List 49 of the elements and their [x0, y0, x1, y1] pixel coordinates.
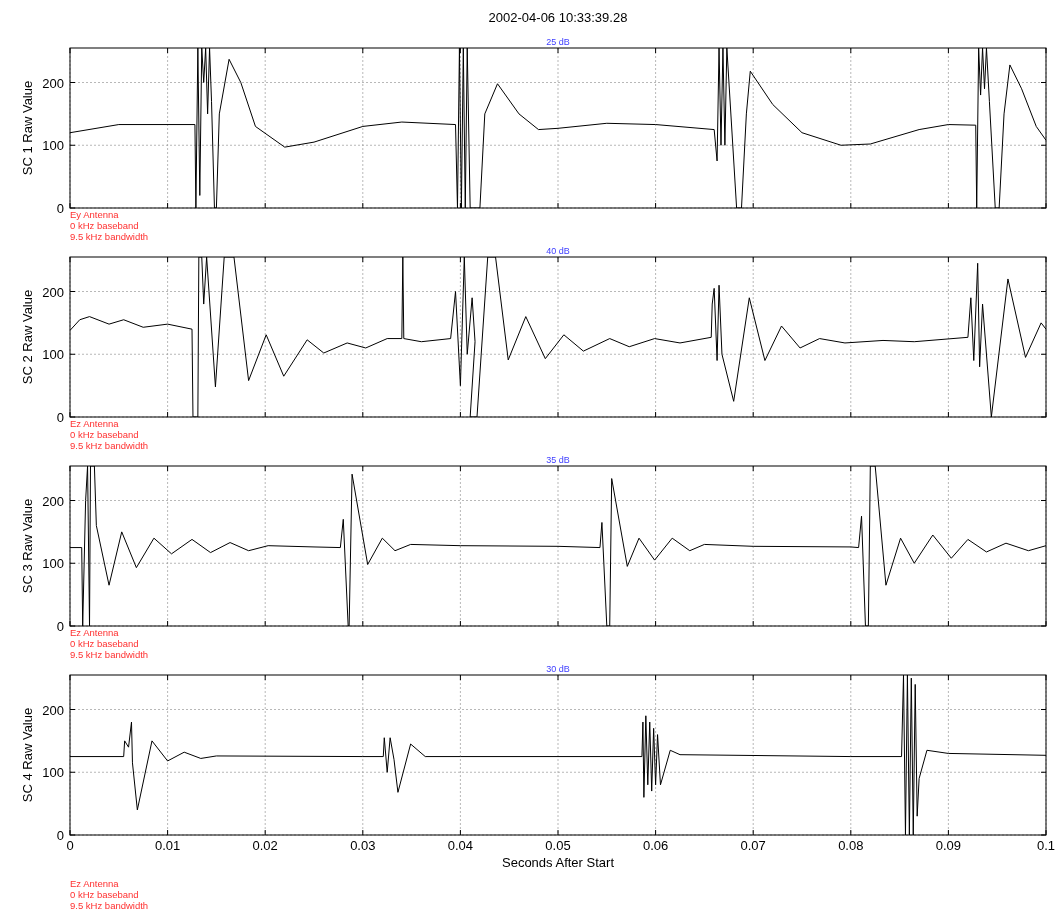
- x-tick-label: 0.04: [447, 838, 474, 853]
- chart-subtitle: 35 dB: [546, 455, 570, 465]
- text: Ez Antenna: [70, 627, 120, 638]
- y-tick-label: 100: [42, 138, 64, 154]
- text: 0 kHz baseband: [70, 638, 139, 649]
- y-tick-label: 100: [42, 765, 64, 781]
- chart-title: 2002-04-06 10:33:39.28: [488, 10, 628, 25]
- text: 9.5 kHz bandwidth: [70, 440, 149, 451]
- x-tick-label: 0.01: [154, 838, 181, 853]
- x-tick-label: 0: [66, 838, 74, 853]
- x-tick-label: 0.06: [642, 838, 669, 853]
- x-tick-label: 0.03: [350, 838, 376, 853]
- text: Ey Antenna: [70, 209, 120, 220]
- chart-subtitle: 40 dB: [546, 246, 570, 256]
- y-axis-title: SC 2 Raw Value: [20, 289, 35, 385]
- y-tick-label: 0: [56, 201, 64, 216]
- x-tick-label: 0.1: [1036, 838, 1056, 853]
- x-tick-label: 0.05: [545, 838, 571, 853]
- x-tick-label: 0.09: [935, 838, 962, 853]
- x-tick-label: 0.08: [838, 838, 864, 853]
- line-series: [70, 48, 1046, 208]
- line-series: [70, 257, 1046, 417]
- y-axis-title: SC 4 Raw Value: [20, 707, 35, 803]
- y-tick-label: 100: [42, 347, 64, 363]
- chart-subtitle: 30 dB: [546, 664, 570, 674]
- y-tick-label: 0: [56, 619, 64, 634]
- chart-subtitle: 25 dB: [546, 37, 570, 47]
- x-tick-label: 0.07: [740, 838, 766, 853]
- y-tick-label: 200: [42, 75, 64, 91]
- text: 0 kHz baseband: [70, 429, 139, 440]
- line-series: [70, 466, 1046, 626]
- x-tick-label: 0.02: [252, 838, 278, 853]
- text: 9.5 kHz bandwidth: [70, 649, 149, 660]
- text: 9.5 kHz bandwidth: [70, 900, 149, 911]
- text: Ez Antenna: [70, 878, 120, 889]
- y-tick-label: 0: [56, 410, 64, 425]
- x-axis-title: Seconds After Start: [501, 855, 615, 870]
- text: Ez Antenna: [70, 418, 120, 429]
- y-axis-title: SC 1 Raw Value: [20, 80, 35, 176]
- line-series: [70, 675, 1046, 835]
- text: 0 kHz baseband: [70, 220, 139, 231]
- y-tick-label: 200: [42, 702, 64, 718]
- y-tick-label: 200: [42, 284, 64, 300]
- y-tick-label: 200: [42, 493, 64, 509]
- y-tick-label: 0: [56, 828, 64, 843]
- text: 9.5 kHz bandwidth: [70, 231, 149, 242]
- y-axis-title: SC 3 Raw Value: [20, 498, 35, 594]
- y-tick-label: 100: [42, 556, 64, 572]
- text: 0 kHz baseband: [70, 889, 139, 900]
